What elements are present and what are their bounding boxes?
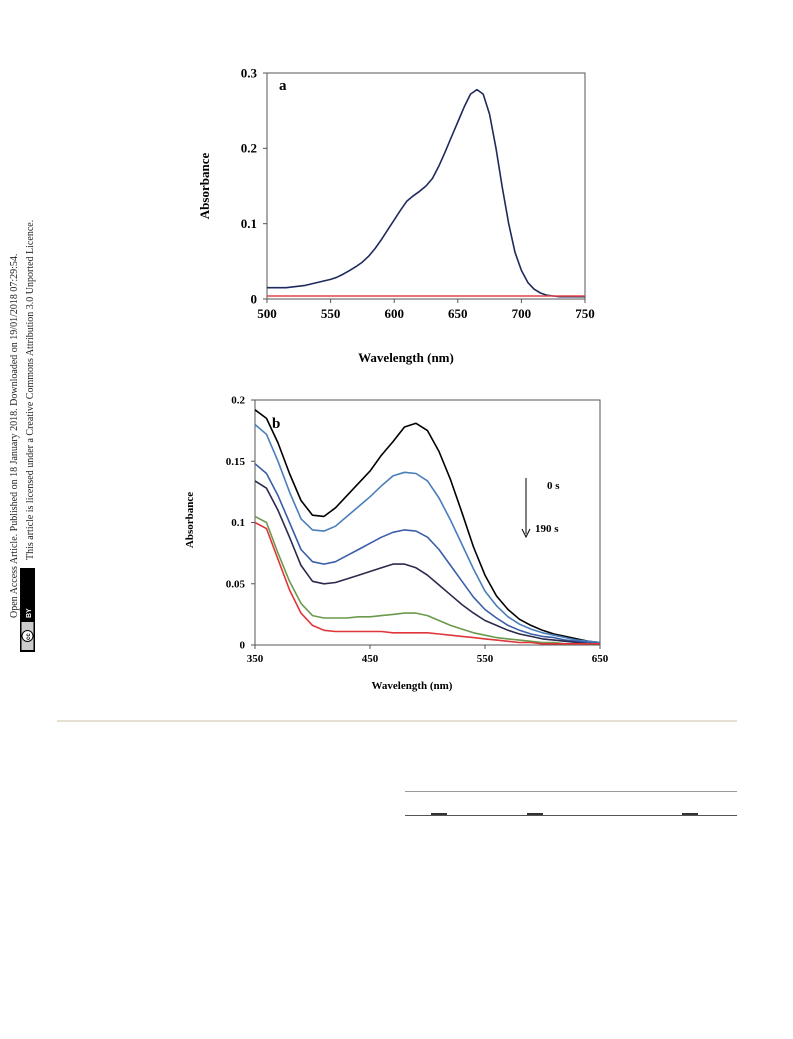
y-tick-label: 0 [240, 640, 246, 652]
y-tick-label: 0.2 [231, 395, 245, 407]
x-tick-labels: 500 550 600 650 700 750 [257, 299, 595, 321]
x-tick-label: 650 [592, 653, 609, 665]
series-group [254, 409, 601, 645]
y-tick-label: 0.15 [226, 456, 246, 468]
by-badge-text: BY [26, 608, 33, 618]
series-line-1 [254, 409, 601, 644]
y-tick-label: 0.1 [241, 216, 257, 231]
annotation-start: 0 s [547, 480, 560, 492]
x-axis-title: Wavelength (nm) [358, 350, 454, 365]
series-line-1 [267, 88, 585, 298]
section-divider [57, 720, 737, 722]
cc-by-badge-icon[interactable]: cc BY [20, 568, 35, 652]
table-rule-mark [527, 813, 543, 815]
table-rule-mark [431, 813, 447, 815]
chart-a: 500 550 600 650 700 750 0 0.1 0.2 0.3 a Waveleng… [197, 65, 595, 365]
arrow-head-icon [521, 528, 531, 539]
y-tick-labels: 0 0.1 0.2 0.3 [241, 65, 267, 306]
x-tick-label: 700 [512, 306, 532, 321]
table-rule-mark [682, 813, 698, 815]
panel-label-a: a [279, 78, 287, 94]
series-group [267, 88, 585, 298]
x-tick-label: 550 [477, 653, 494, 665]
y-tick-label: 0.1 [231, 517, 245, 529]
x-tick-labels: 350 450 550 650 [247, 645, 609, 665]
annotation-end: 190 s [535, 523, 559, 535]
y-tick-label: 0 [251, 291, 258, 306]
chart-b: 350 450 550 650 0 0.05 0.1 0.15 0.2 b 0 s 190 s… [184, 395, 609, 692]
y-axis-title: Absorbance [184, 492, 196, 548]
plot-frame [266, 72, 586, 300]
y-tick-labels: 0 0.05 0.1 0.15 0.2 [226, 395, 255, 652]
x-tick-label: 500 [257, 306, 277, 321]
series-line-4 [254, 480, 600, 645]
series-line-2 [254, 423, 601, 644]
table-rule [405, 815, 737, 816]
x-tick-label: 750 [575, 306, 595, 321]
y-tick-label: 0.3 [241, 65, 258, 80]
x-tick-label: 450 [362, 653, 379, 665]
series-line-5 [254, 515, 600, 645]
y-axis-title: Absorbance [197, 153, 212, 220]
panel-label-b: b [272, 416, 280, 432]
licence-notice[interactable]: This article is licensed under a Creativ… [25, 220, 36, 560]
x-tick-label: 650 [448, 306, 468, 321]
y-tick-label: 0.05 [226, 578, 246, 590]
x-tick-label: 350 [247, 653, 264, 665]
x-axis-title: Wavelength (nm) [372, 680, 453, 692]
y-tick-label: 0.2 [241, 141, 257, 156]
cc-badge-text: cc [26, 633, 32, 640]
series-line-3 [254, 463, 601, 645]
x-tick-label: 600 [384, 306, 404, 321]
open-access-notice[interactable]: Open Access Article. Published on 18 Jan… [9, 254, 20, 618]
table-rule [405, 791, 737, 792]
x-tick-label: 550 [321, 306, 341, 321]
series-line-6 [254, 521, 600, 645]
license-sidebar: Open Access Article. Published on 18 Jan… [0, 0, 60, 700]
